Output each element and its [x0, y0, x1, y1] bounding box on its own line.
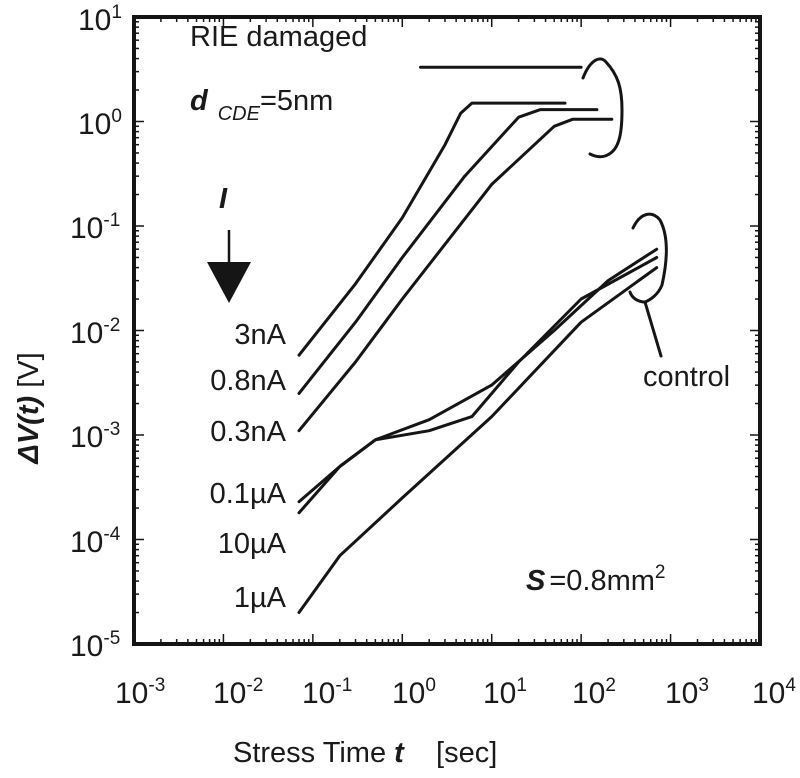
x-tick-10e-1: 10-1 [302, 675, 352, 710]
series-label-1uA: 1µA [234, 582, 287, 614]
minor-ticks [133, 17, 760, 645]
area-label: S =0.8mm2 [526, 562, 666, 597]
series-label-0.1uA: 0.1µA [210, 478, 287, 510]
current-symbol: I [219, 183, 228, 215]
x-tick-10e0: 100 [392, 675, 436, 710]
y-tick-10e1: 101 [78, 2, 122, 37]
curve-3nA [297, 101, 567, 357]
x-tick-10e4: 104 [752, 675, 796, 710]
y-axis-title: ΔV(t) [V] [13, 352, 45, 464]
series-label-10uA: 10µA [218, 528, 287, 560]
x-tick-10e3: 103 [665, 675, 709, 710]
y-tick-10e0: 100 [78, 106, 122, 141]
x-tick-10e-3: 10-3 [115, 675, 165, 710]
y-tick-labels: 101 100 10-1 10-2 10-3 10-4 10-5 [70, 2, 122, 663]
curve-10-A-control- [297, 256, 659, 515]
series-label-0.8nA: 0.8nA [210, 365, 286, 397]
control-label: control [643, 361, 730, 393]
control-bracket [628, 212, 668, 304]
series-label-3nA: 3nA [234, 319, 286, 351]
series-labels: 3nA 0.8nA 0.3nA 0.1µA 10µA 1µA [210, 319, 287, 614]
rie-bracket [581, 57, 624, 159]
y-tick-10e-3: 10-3 [70, 419, 120, 454]
y-tick-10e-5: 10-5 [70, 628, 120, 663]
x-tick-10e1: 101 [483, 675, 527, 710]
x-tick-labels: 10-3 10-2 10-1 100 101 102 103 104 [115, 675, 796, 710]
arrow-down-icon [207, 230, 251, 303]
series-label-0.3nA: 0.3nA [210, 416, 286, 448]
dcde-label: d CDE=5nm [190, 85, 333, 125]
x-tick-10e2: 102 [572, 675, 616, 710]
data-curves [297, 65, 659, 614]
x-axis-title: Stress Time t [sec] [233, 737, 497, 769]
control-pointer [643, 300, 663, 358]
x-tick-10e-2: 10-2 [213, 675, 263, 710]
y-tick-10e-1: 10-1 [70, 210, 120, 245]
curve-0.3nA [297, 117, 614, 433]
rie-damaged-label: RIE damaged [190, 21, 367, 53]
curve-1-A [297, 266, 659, 614]
y-tick-10e-4: 10-4 [70, 524, 121, 559]
y-tick-10e-2: 10-2 [70, 315, 120, 350]
curve-0.8nA [297, 108, 599, 395]
